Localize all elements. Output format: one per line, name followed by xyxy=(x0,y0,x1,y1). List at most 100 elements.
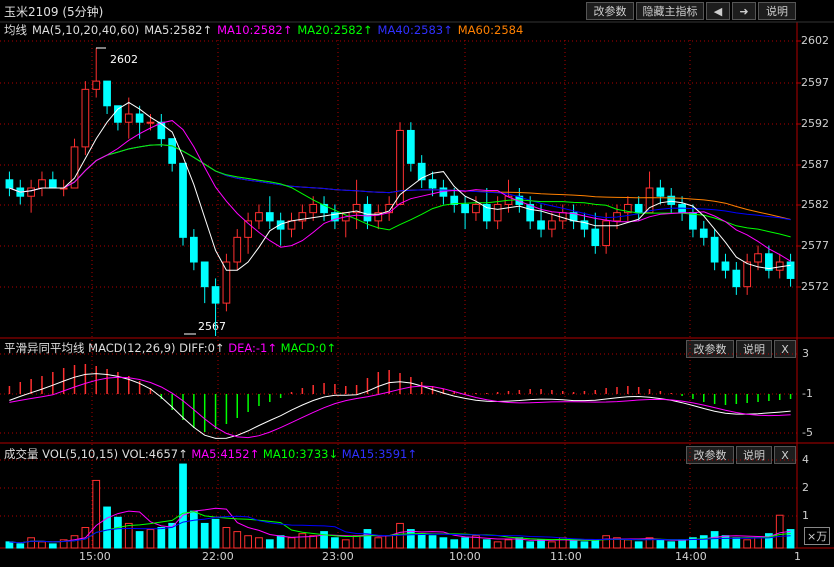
volume-bar xyxy=(103,506,111,549)
vol-name: 成交量 xyxy=(4,447,39,461)
volume-bar xyxy=(320,531,328,549)
candle-body xyxy=(320,203,328,214)
help-button[interactable]: 说明 xyxy=(758,2,796,20)
macd-dea: DEA:-1↑ xyxy=(228,341,277,355)
volume-bar xyxy=(363,529,372,549)
candle-body xyxy=(179,162,187,238)
volume-bar xyxy=(124,522,133,549)
candle-body xyxy=(27,187,35,197)
volume-bar xyxy=(38,541,46,549)
volume-bar xyxy=(591,539,600,549)
volume-bar xyxy=(656,539,665,549)
volume-bar xyxy=(580,541,589,549)
candle-body xyxy=(135,113,144,123)
volume-bar xyxy=(59,539,68,549)
candle-body xyxy=(667,195,676,205)
macd-name: 平滑异同平均线 xyxy=(4,341,85,355)
vol-y-tick-label: 1 xyxy=(802,509,809,522)
volume-bar xyxy=(276,535,285,549)
candle-body xyxy=(5,179,14,189)
ma5-line xyxy=(9,101,791,271)
params-button[interactable]: 改参数 xyxy=(586,2,634,20)
ma-spec: MA(5,10,20,40,60) xyxy=(32,23,140,37)
volume-bar xyxy=(775,514,784,549)
candle-body xyxy=(732,269,741,288)
volume-bar xyxy=(710,531,719,549)
candle-body xyxy=(200,261,209,288)
y-tick-label: 2592 xyxy=(801,117,829,130)
volume-bar xyxy=(450,539,459,549)
title-bar: 玉米2109 (5分钟) 改参数 隐藏主指标 ◀ ➜ 说明 xyxy=(0,0,834,22)
volume-bar xyxy=(309,535,318,549)
volume-bar xyxy=(70,535,79,549)
hide-indicator-button[interactable]: 隐藏主指标 xyxy=(636,2,704,20)
volume-bar xyxy=(211,518,220,549)
candle-body xyxy=(352,203,361,214)
volume-bar xyxy=(200,522,209,549)
y-tick-label: 2582 xyxy=(801,198,829,211)
vol-close-icon[interactable]: X xyxy=(774,446,796,464)
candle-body xyxy=(754,253,762,263)
ma10-line xyxy=(9,120,791,262)
candle-body xyxy=(450,195,459,205)
volume-bar xyxy=(613,537,621,549)
next-arrow-icon[interactable]: ➜ xyxy=(732,2,756,20)
candle-body xyxy=(461,203,469,214)
macd-legend: 平滑异同平均线 MACD(12,26,9) DIFF:0↑ DEA:-1↑ MA… xyxy=(4,340,336,356)
vol-y-tick-label: 2 xyxy=(802,481,809,494)
volume-bar xyxy=(157,527,166,549)
candle-body xyxy=(548,220,556,230)
candle-body xyxy=(689,212,697,230)
candle-body xyxy=(765,253,773,271)
candle-body xyxy=(222,261,231,304)
macd-value: MACD:0↑ xyxy=(280,341,336,355)
vol-ma15: MA15:3591↑ xyxy=(341,447,417,461)
candle-body xyxy=(493,203,502,222)
macd-spec: MACD(12,26,9) xyxy=(88,341,176,355)
volume-bar xyxy=(743,539,752,549)
volume-bar xyxy=(189,510,198,549)
vol-spec: VOL(5,10,15) xyxy=(42,447,119,461)
candle-body xyxy=(482,203,491,222)
ma10-value: MA10:2582↑ xyxy=(217,23,293,37)
macd-diff-line xyxy=(9,373,791,439)
volume-bar xyxy=(146,529,155,549)
candle-body xyxy=(591,228,600,247)
prev-arrow-icon[interactable]: ◀ xyxy=(706,2,730,20)
volume-bar xyxy=(222,527,231,549)
volume-bar xyxy=(461,537,469,549)
volume-bar xyxy=(385,535,394,549)
x-tick-label: 10:00 xyxy=(449,550,481,563)
macd-params-button[interactable]: 改参数 xyxy=(686,340,734,358)
candle-body xyxy=(699,228,708,238)
volume-bar xyxy=(754,537,762,549)
macd-close-icon[interactable]: X xyxy=(774,340,796,358)
volume-bar xyxy=(689,537,697,549)
candle-body xyxy=(645,187,654,214)
volume-bar xyxy=(27,537,35,549)
candle-body xyxy=(786,261,795,279)
volume-bar xyxy=(699,535,708,549)
x-tick-label: 1 xyxy=(794,550,801,563)
candle-body xyxy=(255,212,263,222)
candle-body xyxy=(70,146,79,189)
candle-body xyxy=(363,203,372,222)
ma-legend: 均线 MA(5,10,20,40,60) MA5:2582↑ MA10:2582↑ MA… xyxy=(4,22,528,38)
volume-bar xyxy=(179,463,187,549)
vol-params-button[interactable]: 改参数 xyxy=(686,446,734,464)
candle-body xyxy=(265,212,274,222)
candle-body xyxy=(298,212,307,222)
candle-body xyxy=(634,203,643,214)
candle-body xyxy=(189,236,198,263)
volume-bar xyxy=(482,539,491,549)
volume-bar xyxy=(92,479,101,549)
candle-body xyxy=(656,187,665,197)
vol-unit-label: ×万 xyxy=(804,527,831,545)
volume-bar xyxy=(341,539,350,549)
high-price-label: 2602 xyxy=(110,53,138,66)
volume-bar xyxy=(135,531,144,549)
macd-dea-line xyxy=(9,376,791,439)
volume-bar xyxy=(623,539,632,549)
candle-body xyxy=(146,121,155,124)
